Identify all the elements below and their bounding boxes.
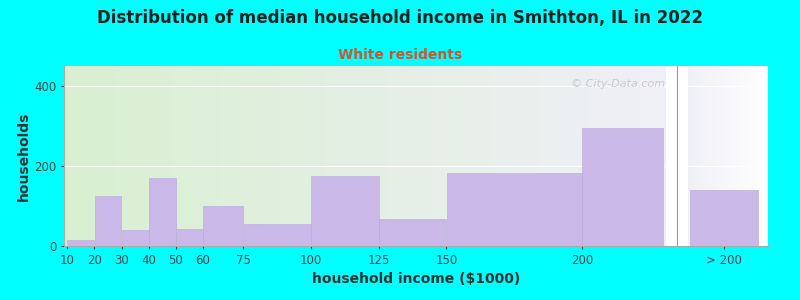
Text: © City-Data.com: © City-Data.com — [571, 79, 665, 88]
Bar — [582, 128, 663, 246]
Bar — [176, 229, 202, 246]
Bar — [379, 219, 446, 246]
Bar — [243, 224, 311, 246]
Bar — [447, 173, 582, 246]
Text: Distribution of median household income in Smithton, IL in 2022: Distribution of median household income … — [97, 9, 703, 27]
Text: White residents: White residents — [338, 48, 462, 62]
Bar — [94, 196, 122, 246]
X-axis label: household income ($1000): household income ($1000) — [312, 272, 520, 286]
Bar — [690, 190, 758, 246]
Bar — [122, 230, 149, 246]
Bar — [149, 178, 176, 246]
Bar — [67, 240, 94, 246]
Y-axis label: households: households — [18, 111, 31, 201]
Bar — [311, 176, 378, 246]
Bar — [203, 206, 243, 246]
